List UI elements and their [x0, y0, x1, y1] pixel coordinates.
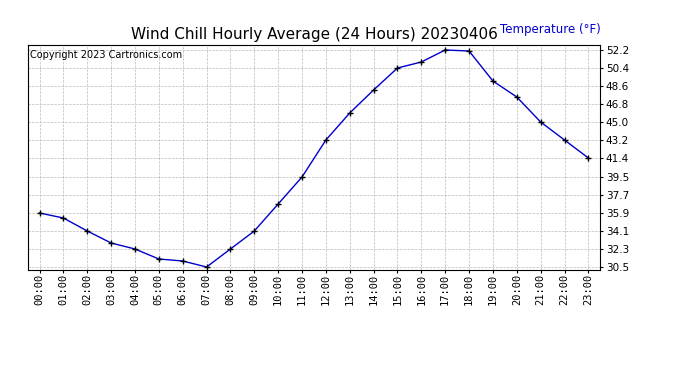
Text: Temperature (°F): Temperature (°F)	[500, 23, 600, 36]
Title: Wind Chill Hourly Average (24 Hours) 20230406: Wind Chill Hourly Average (24 Hours) 202…	[130, 27, 497, 42]
Text: Copyright 2023 Cartronics.com: Copyright 2023 Cartronics.com	[30, 50, 183, 60]
